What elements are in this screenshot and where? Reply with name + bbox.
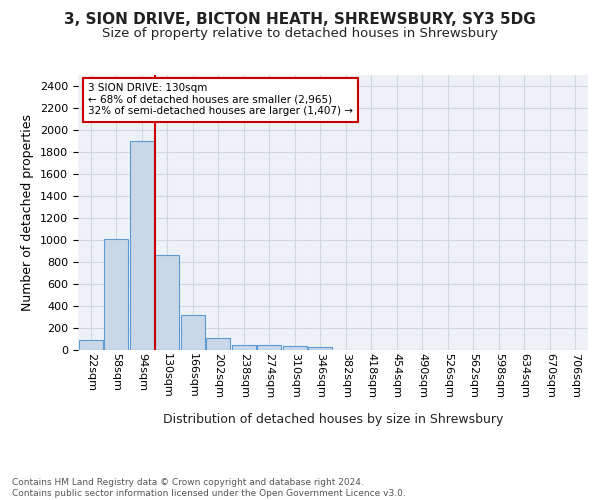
Text: 3 SION DRIVE: 130sqm
← 68% of detached houses are smaller (2,965)
32% of semi-de: 3 SION DRIVE: 130sqm ← 68% of detached h…: [88, 83, 353, 116]
Bar: [130, 141, 154, 350]
Bar: [232, 344, 256, 350]
Bar: [181, 315, 205, 350]
Bar: [257, 345, 281, 350]
Text: Distribution of detached houses by size in Shrewsbury: Distribution of detached houses by size …: [163, 412, 503, 426]
Bar: [283, 346, 307, 350]
Bar: [104, 239, 128, 350]
Text: Contains HM Land Registry data © Crown copyright and database right 2024.
Contai: Contains HM Land Registry data © Crown c…: [12, 478, 406, 498]
Y-axis label: Number of detached properties: Number of detached properties: [22, 114, 34, 311]
Bar: [308, 347, 332, 350]
Bar: [206, 338, 230, 350]
Bar: [79, 340, 103, 350]
Bar: [155, 256, 179, 350]
Text: Size of property relative to detached houses in Shrewsbury: Size of property relative to detached ho…: [102, 28, 498, 40]
Text: 3, SION DRIVE, BICTON HEATH, SHREWSBURY, SY3 5DG: 3, SION DRIVE, BICTON HEATH, SHREWSBURY,…: [64, 12, 536, 28]
